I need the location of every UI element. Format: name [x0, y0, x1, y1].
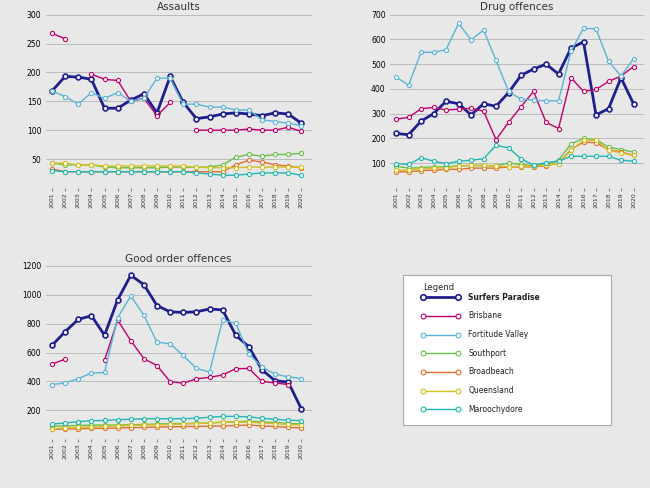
Text: Maroochydore: Maroochydore [469, 405, 523, 414]
Text: Legend: Legend [422, 283, 454, 292]
FancyBboxPatch shape [402, 275, 610, 426]
Title: Assaults: Assaults [157, 2, 201, 13]
Text: Surfers Paradise: Surfers Paradise [469, 293, 540, 302]
Text: Broadbeach: Broadbeach [469, 367, 514, 376]
Text: Fortitude Valley: Fortitude Valley [469, 330, 528, 339]
Text: Southport: Southport [469, 349, 506, 358]
Title: Drug offences: Drug offences [480, 2, 553, 13]
Title: Good order offences: Good order offences [125, 254, 232, 264]
Text: Brisbane: Brisbane [469, 311, 502, 320]
Text: Queensland: Queensland [469, 386, 514, 395]
